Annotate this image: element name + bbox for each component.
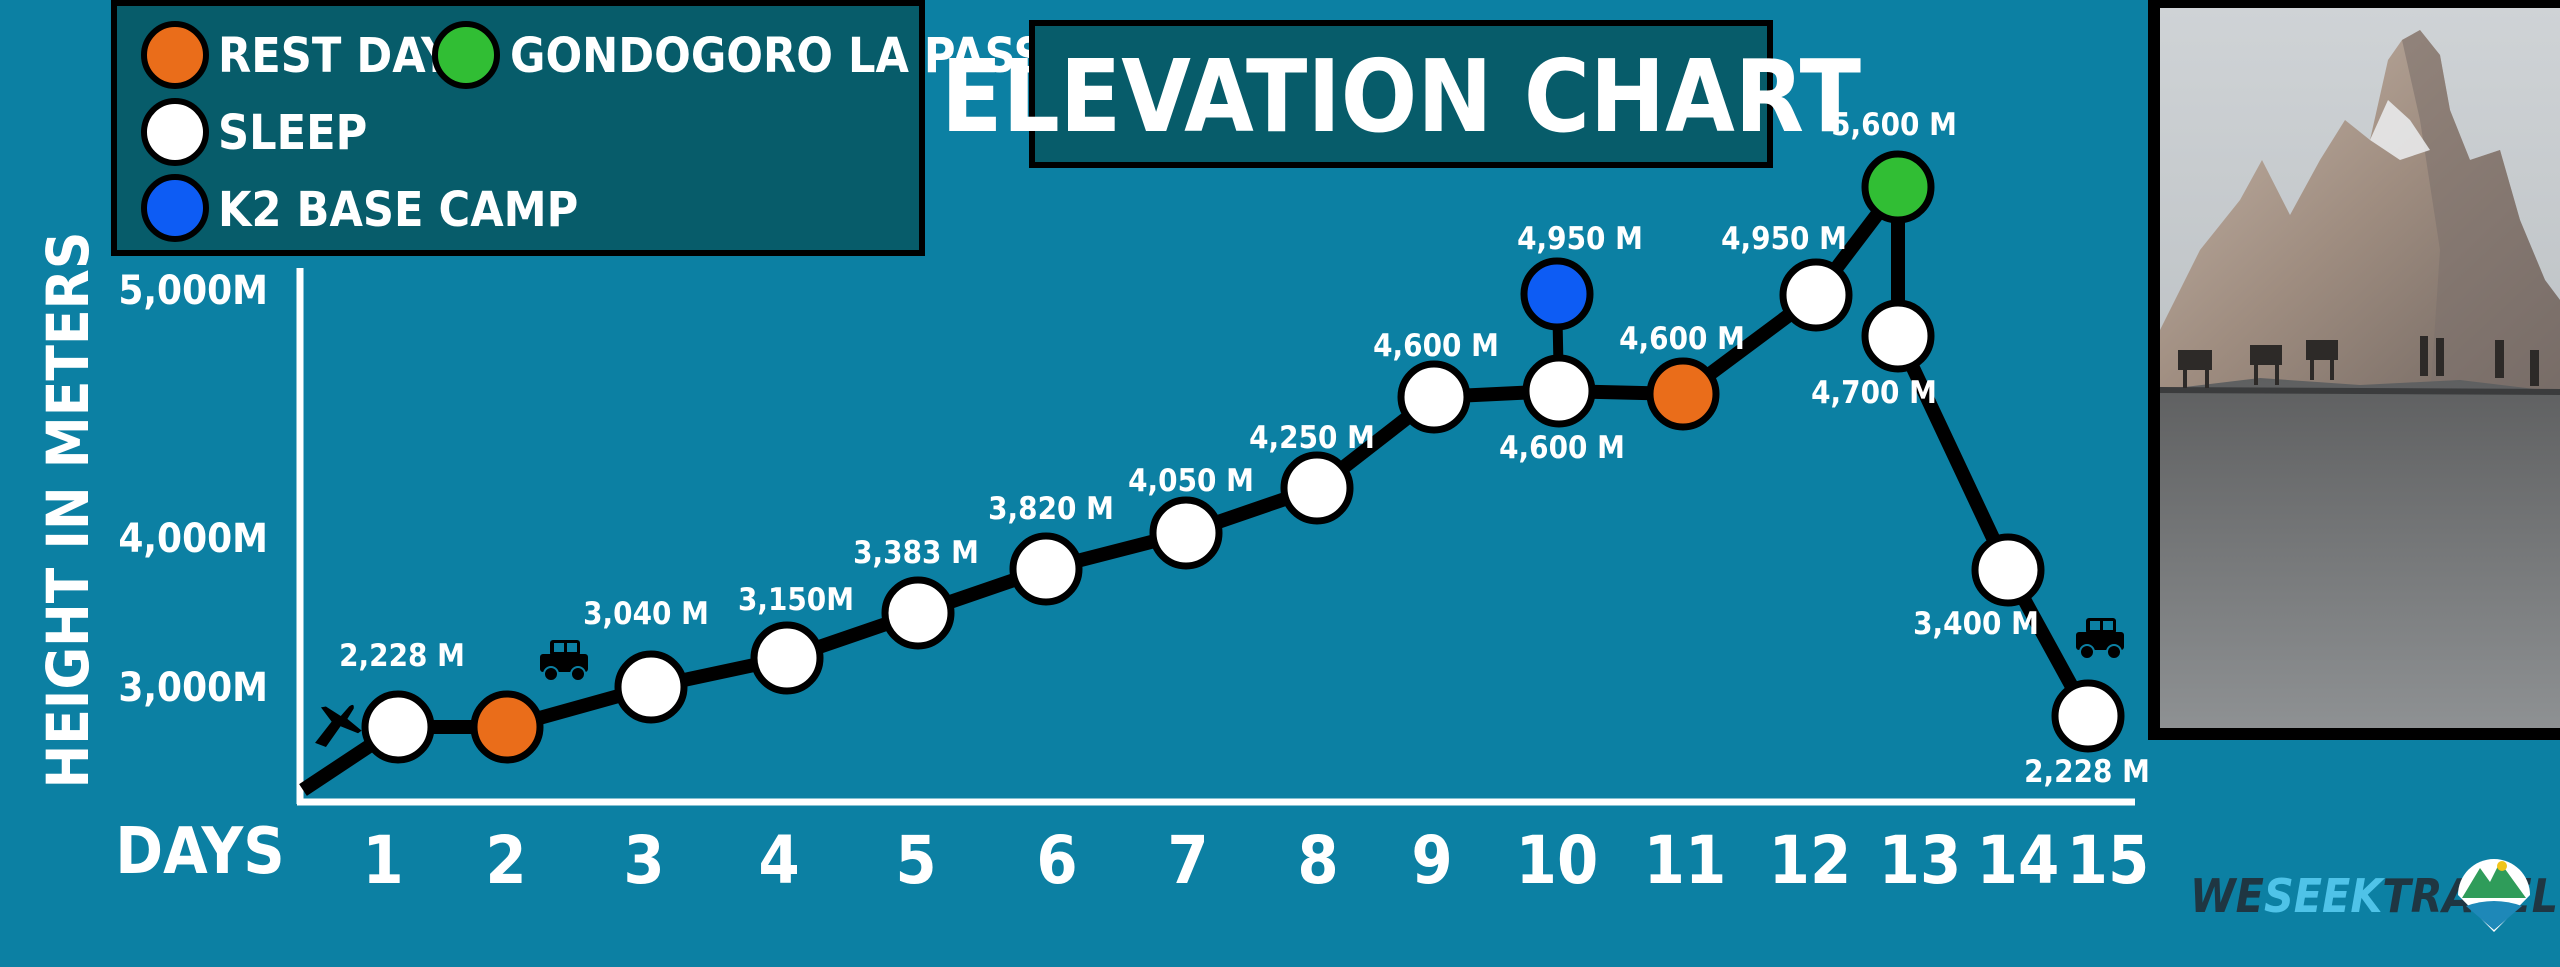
legend-gondogoro-label: GONDOGORO LA PASS bbox=[510, 28, 1045, 84]
elevation-label: 4,700 M bbox=[1811, 375, 1937, 411]
x-tick-label: 2 bbox=[485, 822, 526, 899]
elevation-label: 4,600 M bbox=[1373, 328, 1499, 364]
y-tick-label: 5,000M bbox=[118, 268, 268, 314]
sleep-marker bbox=[1009, 532, 1083, 606]
photo-mountain-shadow bbox=[2402, 30, 2560, 400]
jeep-wheel bbox=[2106, 644, 2122, 660]
elevation-label: 4,600 M bbox=[1619, 321, 1745, 357]
elevation-labels: 2,228 M 3,040 M 3,150M 3,383 M3,820 M 4,050 … bbox=[339, 107, 2150, 790]
x-tick-label: 14 bbox=[1977, 822, 2060, 899]
jeep-wheel bbox=[570, 666, 586, 682]
brand-we: WE bbox=[2190, 869, 2264, 923]
legend-k2-label: K2 BASE CAMP bbox=[218, 182, 578, 238]
x-tick-label: 9 bbox=[1411, 822, 1452, 899]
sleep-marker bbox=[1149, 496, 1223, 570]
airplane-shape bbox=[315, 704, 362, 748]
legend-sleep-label: SLEEP bbox=[218, 105, 367, 161]
jeep-window bbox=[567, 643, 577, 652]
sleep-swatch bbox=[141, 98, 209, 166]
x-tick-label: 8 bbox=[1297, 822, 1338, 899]
sleep-marker bbox=[750, 621, 824, 695]
sleep-marker bbox=[1861, 299, 1935, 373]
chart-title: ELEVATION CHART bbox=[941, 38, 1861, 155]
gondogoro-pass-marker bbox=[1861, 150, 1935, 224]
elevation-label: 4,600 M bbox=[1499, 430, 1625, 466]
elevation-label: 2,228 M bbox=[339, 638, 465, 674]
elevation-label: 4,250 M bbox=[1249, 420, 1375, 456]
title-box: ELEVATION CHART bbox=[941, 20, 1861, 168]
title-panel bbox=[1029, 20, 1773, 168]
x-tick-label: 3 bbox=[623, 822, 664, 899]
k2-elevation-label: 4,950 M bbox=[1517, 221, 1643, 257]
sleep-marker bbox=[361, 690, 435, 764]
elevation-label: 5,600 M bbox=[1831, 107, 1957, 143]
x-tick-label: 10 bbox=[1516, 822, 1599, 899]
elevation-label: 3,383 M bbox=[853, 535, 979, 571]
trek-photo bbox=[2148, 0, 2560, 740]
elevation-label: 4,050 M bbox=[1128, 463, 1254, 499]
jeep-wheel bbox=[2079, 644, 2095, 660]
k2-swatch bbox=[141, 174, 209, 242]
y-tick-label: 3,000M bbox=[118, 665, 268, 711]
x-tick-label: 11 bbox=[1644, 822, 1727, 899]
x-tick-label: 12 bbox=[1769, 822, 1852, 899]
jeep-window bbox=[2090, 621, 2100, 630]
jeep-window bbox=[2103, 621, 2113, 630]
brand-mountain-icon bbox=[2458, 859, 2530, 932]
brand-seek: SEEK bbox=[2264, 869, 2385, 923]
elevation-markers bbox=[361, 150, 2125, 764]
y-tick-label: 4,000M bbox=[118, 516, 268, 562]
axes: DAYS bbox=[115, 268, 2135, 889]
elevation-label: 3,820 M bbox=[988, 491, 1114, 527]
elevation-label: 3,400 M bbox=[1913, 606, 2039, 642]
sleep-marker bbox=[1397, 360, 1471, 434]
sleep-marker bbox=[1280, 451, 1354, 525]
photo-glacier bbox=[2160, 378, 2560, 728]
sleep-marker bbox=[881, 576, 955, 650]
sleep-marker bbox=[614, 650, 688, 724]
x-tick-label: 1 bbox=[362, 822, 403, 899]
x-tick-label: 7 bbox=[1167, 822, 1208, 899]
x-tick-labels: 1 2 3 4 5 6 7 8 9 10 11 12 13 14 15 bbox=[362, 822, 2149, 899]
rest-day-marker bbox=[1646, 357, 1720, 431]
rest-day-swatch bbox=[141, 21, 209, 89]
gondogoro-swatch bbox=[432, 21, 500, 89]
legend: REST DAY GONDOGORO LA PASS SLEEP K2 BASE… bbox=[111, 0, 1045, 256]
x-axis-label: DAYS bbox=[115, 815, 284, 889]
photo-ridge bbox=[2159, 387, 2560, 395]
airplane-icon bbox=[315, 704, 362, 748]
sleep-marker bbox=[1971, 533, 2045, 607]
transport-icons bbox=[315, 618, 2124, 748]
brand-logo: WESEEKTRAVEL bbox=[2190, 859, 2558, 932]
jeep-icon bbox=[540, 640, 588, 682]
elevation-label: 4,950 M bbox=[1721, 221, 1847, 257]
legend-rest-day-label: REST DAY bbox=[218, 28, 453, 84]
x-tick-label: 13 bbox=[1879, 822, 1962, 899]
k2-base-camp-marker bbox=[1520, 257, 1594, 331]
elevation-label: 3,040 M bbox=[583, 596, 709, 632]
photo-snow bbox=[2370, 100, 2430, 160]
x-tick-label: 5 bbox=[895, 822, 936, 899]
x-tick-label: 4 bbox=[758, 822, 799, 899]
x-tick-label: 15 bbox=[2067, 822, 2150, 899]
sleep-marker bbox=[1522, 354, 1596, 428]
rest-day-marker bbox=[470, 690, 544, 764]
photo-porters bbox=[2178, 336, 2539, 388]
sleep-marker bbox=[2051, 679, 2125, 753]
jeep-window bbox=[554, 643, 564, 652]
elevation-label: 2,228 M bbox=[2024, 754, 2150, 790]
legend-panel bbox=[111, 0, 925, 256]
sleep-marker bbox=[1779, 258, 1853, 332]
y-axis-label: HEIGHT IN METERS bbox=[34, 232, 102, 789]
y-tick-labels: 5,000M 4,000M 3,000M bbox=[118, 268, 268, 711]
elevation-label: 3,150M bbox=[738, 582, 854, 618]
jeep-wheel bbox=[543, 666, 559, 682]
x-tick-label: 6 bbox=[1036, 822, 1077, 899]
jeep-icon bbox=[2076, 618, 2124, 660]
